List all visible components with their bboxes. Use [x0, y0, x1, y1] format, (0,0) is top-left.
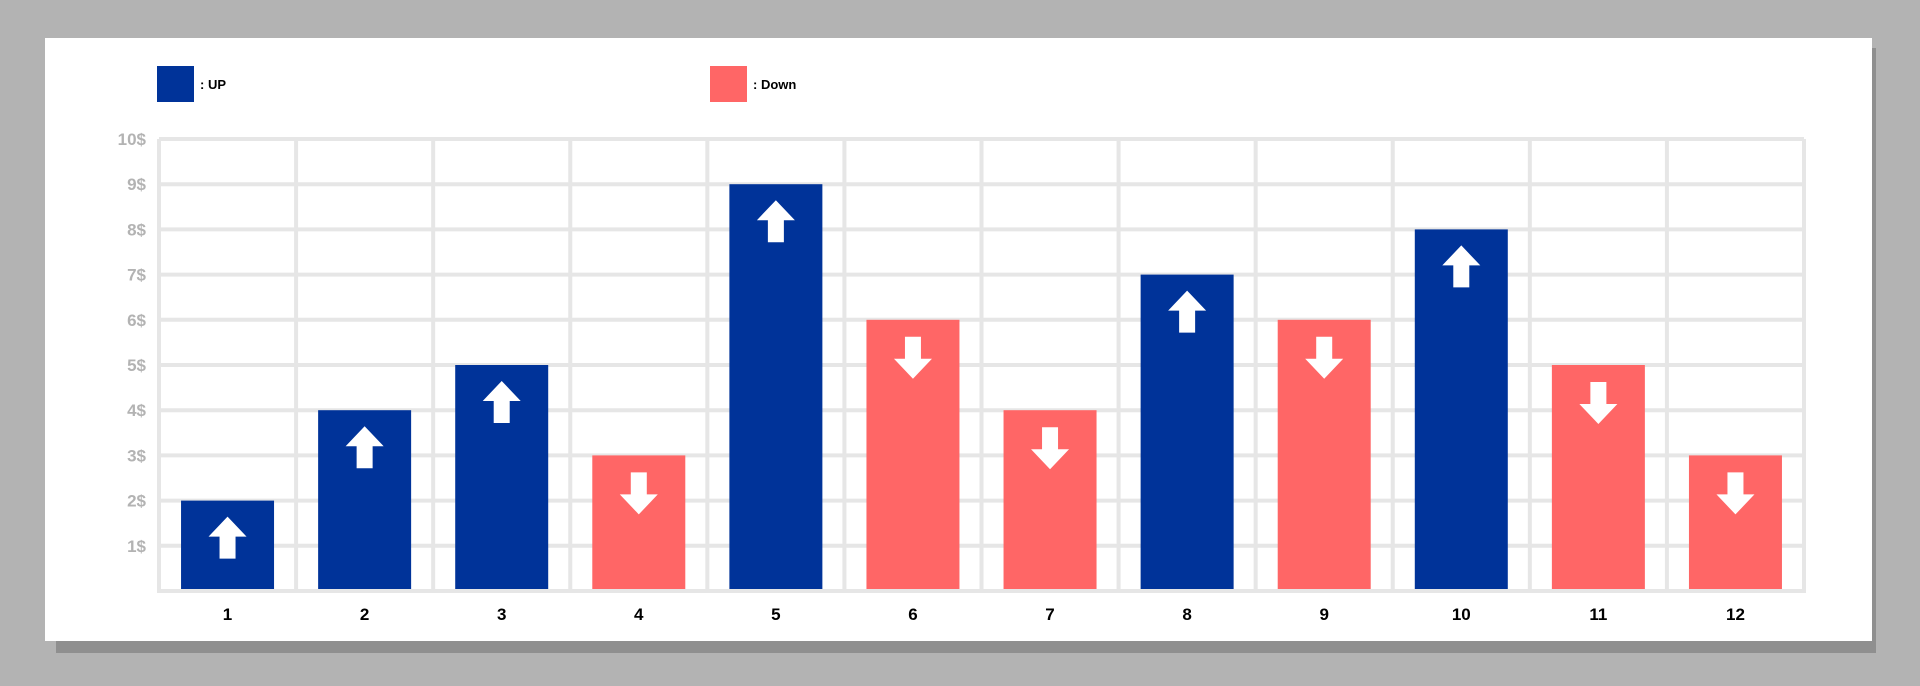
y-tick-label: 3$ [127, 446, 146, 465]
x-tick-label: 5 [771, 605, 780, 624]
legend-up: : UP [157, 66, 226, 102]
y-tick-label: 5$ [127, 356, 146, 375]
x-tick-label: 2 [360, 605, 369, 624]
x-tick-label: 3 [497, 605, 506, 624]
legend-down-swatch [710, 66, 747, 102]
y-tick-label: 1$ [127, 537, 146, 556]
arrow-up-icon [1168, 290, 1207, 333]
arrow-up-icon [756, 200, 795, 243]
arrow-down-icon [619, 472, 658, 515]
bar-up [1414, 229, 1508, 589]
x-tick-label: 6 [908, 605, 917, 624]
x-tick-label: 10 [1452, 605, 1471, 624]
y-tick-label: 2$ [127, 492, 146, 511]
legend-down: : Down [710, 66, 796, 102]
y-tick-label: 10$ [118, 130, 147, 149]
arrow-down-icon [1579, 382, 1618, 424]
legend-up-label: : UP [200, 76, 226, 92]
arrow-down-icon [1031, 427, 1070, 470]
x-tick-label: 8 [1182, 605, 1191, 624]
legend-up-swatch [157, 66, 194, 102]
x-tick-label: 11 [1589, 605, 1607, 624]
arrow-up-icon [1442, 245, 1481, 288]
arrow-down-icon [1305, 336, 1344, 379]
bar-up [729, 184, 823, 589]
arrow-up-icon [208, 516, 247, 559]
x-tick-label: 1 [223, 605, 232, 624]
y-tick-label: 6$ [127, 311, 146, 330]
y-tick-label: 8$ [127, 220, 146, 239]
arrow-down-icon [1716, 472, 1755, 515]
arrow-up-icon [345, 426, 384, 469]
legend-down-label: : Down [753, 76, 797, 92]
arrow-down-icon [893, 336, 932, 379]
x-tick-label: 4 [634, 605, 644, 624]
x-tick-label: 9 [1319, 605, 1328, 624]
arrow-up-icon [482, 381, 521, 423]
y-tick-label: 9$ [127, 175, 146, 194]
y-tick-label: 7$ [127, 266, 146, 285]
x-tick-label: 7 [1045, 605, 1054, 624]
y-tick-label: 4$ [127, 401, 146, 420]
x-tick-label: 12 [1726, 605, 1745, 624]
